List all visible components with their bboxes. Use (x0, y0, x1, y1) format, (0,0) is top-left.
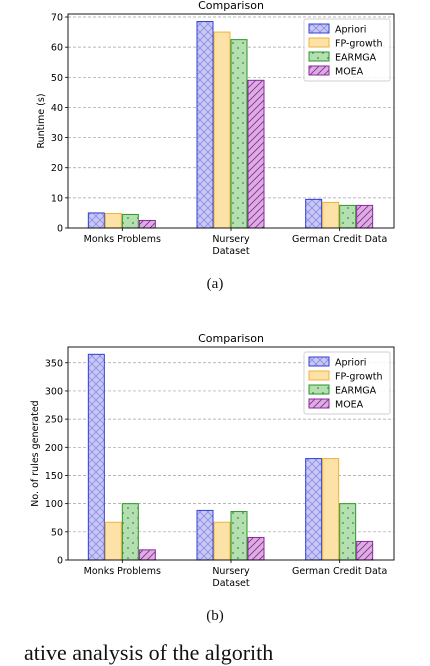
bar (322, 458, 339, 560)
bar-hatch (339, 205, 356, 228)
legend-label: FP-growth (335, 372, 382, 383)
y-tick-label: 0 (57, 224, 63, 235)
y-axis-label: Runtime (s) (36, 93, 47, 148)
legend-swatch-outline (308, 356, 330, 367)
legend: Apriori FP-growth EARMGA MOEA (303, 18, 391, 82)
legend-label: EARMGA (335, 53, 377, 64)
bar-hatch (305, 458, 322, 560)
bar-hatch (248, 80, 264, 228)
y-tick-label: 30 (51, 133, 63, 144)
legend-swatch-hatch (309, 66, 329, 75)
bar-hatch (356, 541, 373, 560)
x-tick-label: German Credit Data (292, 566, 387, 577)
y-tick-label: 0 (57, 556, 63, 567)
legend-swatch-hatch (309, 52, 329, 61)
bar (322, 202, 339, 228)
x-tick-label: Nursery (212, 234, 250, 245)
legend-swatch-hatch (309, 385, 329, 394)
bar-hatch (305, 199, 322, 228)
legend-swatch-outline (308, 398, 330, 409)
legend-swatch-outline (308, 23, 330, 34)
footer-text: ative analysis of the algorith (24, 640, 274, 665)
legend-swatch-outline (308, 370, 330, 381)
bar-hatch (122, 214, 139, 228)
bar (214, 32, 230, 229)
figure-caption-a: (a) (206, 276, 224, 292)
runtime-chart: 0 10 20 30 40 50 60 70 Monks Problems Nursery Germ… (36, 0, 395, 257)
legend: Apriori FP-growth EARMGA MOEA (303, 351, 391, 415)
y-tick-label: 40 (51, 103, 63, 114)
bar-hatch (197, 510, 213, 560)
legend-swatch-outline (308, 384, 330, 395)
plot-frame (67, 346, 395, 561)
x-axis-label: Dataset (212, 578, 249, 589)
bar-hatch (88, 212, 105, 228)
legend-label: Apriori (335, 25, 366, 36)
bar-hatch (231, 39, 247, 228)
y-tick-label: 50 (51, 527, 63, 538)
x-tick-label: German Credit Data (292, 234, 387, 245)
legend-swatch-outline (308, 65, 330, 76)
legend-label: EARMGA (335, 386, 377, 397)
legend-swatch-outline (308, 37, 330, 48)
y-axis-label: No. of rules generated (30, 400, 41, 506)
legend-swatch-hatch (309, 24, 329, 33)
legend-swatch-outline (308, 51, 330, 62)
legend-label: Apriori (335, 358, 366, 369)
y-tick-label: 10 (51, 193, 63, 204)
figure-caption-b: (b) (206, 608, 224, 624)
x-tick-label: Monks Problems (84, 234, 161, 245)
chart-title: Comparison (198, 332, 264, 345)
y-tick-label: 20 (51, 163, 63, 174)
bar (105, 213, 122, 228)
bar-hatch (122, 503, 139, 560)
bar-hatch (248, 537, 264, 560)
bar (214, 522, 230, 560)
y-tick-label: 300 (45, 386, 63, 397)
bar-hatch (197, 21, 213, 228)
bar-hatch (139, 549, 156, 560)
y-tick-label: 250 (45, 415, 63, 426)
y-tick-label: 50 (51, 73, 63, 84)
rules-generated-chart: 0 50 100 150 200 250 300 350 Monks Problems Nurse… (30, 332, 395, 589)
bar-hatch (339, 503, 356, 560)
chart-title: Comparison (198, 0, 264, 12)
legend-swatch (309, 371, 329, 380)
bar-hatch (231, 511, 247, 560)
y-tick-label: 350 (45, 358, 63, 369)
bar-hatch (356, 205, 373, 228)
plot-frame (67, 13, 395, 229)
legend-label: FP-growth (335, 39, 382, 50)
legend-label: MOEA (335, 400, 364, 411)
legend-swatch-hatch (309, 399, 329, 408)
bar-hatch (139, 220, 156, 228)
x-tick-label: Monks Problems (84, 566, 161, 577)
x-axis-label: Dataset (212, 246, 249, 257)
legend-swatch-hatch (309, 357, 329, 366)
x-tick-label: Nursery (212, 566, 250, 577)
y-tick-label: 60 (51, 43, 63, 54)
bar-hatch (88, 354, 105, 560)
legend-label: MOEA (335, 67, 364, 78)
legend-swatch (309, 38, 329, 47)
y-tick-label: 100 (45, 499, 63, 510)
y-tick-label: 150 (45, 471, 63, 482)
y-tick-label: 200 (45, 443, 63, 454)
bar (105, 522, 122, 560)
y-tick-label: 70 (51, 13, 63, 24)
